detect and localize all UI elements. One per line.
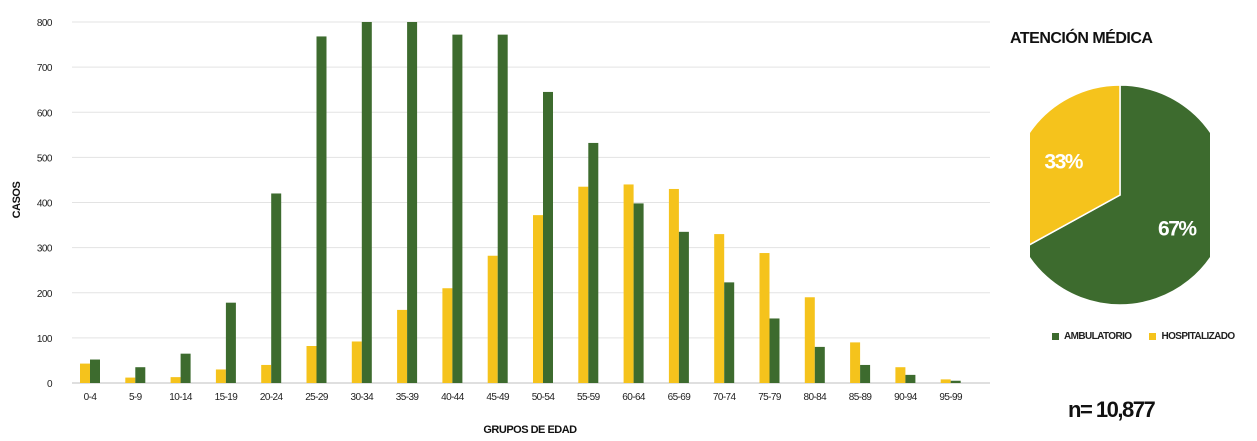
- sample-size-label: n= 10,877: [1068, 397, 1156, 422]
- bar-hospitalizado-90-94: [895, 367, 906, 383]
- bar-ambulatorio-50-54: [543, 91, 553, 383]
- bar-hospitalizado-60-64: [623, 184, 634, 383]
- bar-ambulatorio-40-44: [452, 34, 463, 383]
- bar-hospitalizado-5-9: [125, 377, 136, 383]
- bar-ambulatorio-85-89: [860, 364, 871, 383]
- bar-ambulatorio-70-74: [724, 282, 735, 383]
- bar-hospitalizado-70-74: [714, 234, 725, 383]
- y-tick-label: 200: [37, 289, 53, 300]
- legend-label-ambulatorio: AMBULATORIO: [1064, 331, 1132, 342]
- bar-ambulatorio-60-64: [633, 203, 644, 383]
- pie-chart: 67% 33%: [1030, 84, 1210, 306]
- bar-hospitalizado-45-49: [487, 255, 498, 383]
- x-tick-label: 60-64: [622, 392, 646, 403]
- pie-value-label-hospitalizado: 33%: [1044, 150, 1083, 173]
- x-tick-label: 50-54: [532, 392, 556, 403]
- legend-swatch-hospitalizado: [1149, 333, 1157, 340]
- bar-ambulatorio-90-94: [905, 374, 916, 383]
- bar-hospitalizado-40-44: [442, 288, 453, 383]
- bar-hospitalizado-35-39: [397, 309, 408, 383]
- bar-hospitalizado-85-89: [850, 342, 861, 383]
- x-tick-label: 75-79: [758, 392, 782, 403]
- x-tick-label: 80-84: [804, 392, 828, 403]
- bar-ambulatorio-35-39: [407, 22, 418, 383]
- x-tick-label: 0-4: [84, 392, 98, 403]
- bar-hospitalizado-20-24: [261, 364, 272, 383]
- bar-ambulatorio-30-34: [361, 22, 372, 383]
- bar-ambulatorio-95-99: [950, 380, 961, 383]
- y-tick-label: 300: [37, 244, 53, 255]
- y-tick-label: 400: [37, 199, 53, 210]
- legend-item-hospitalizado: HOSPITALIZADO: [1149, 331, 1235, 342]
- x-tick-label: 95-99: [939, 392, 963, 403]
- bar-ambulatorio-0-4: [90, 359, 100, 383]
- x-tick-label: 45-49: [486, 392, 510, 403]
- y-tick-label: 500: [37, 153, 53, 164]
- x-tick-label: 10-14: [169, 392, 193, 403]
- y-tick-label: 800: [37, 18, 53, 29]
- x-tick-label: 90-94: [894, 392, 918, 403]
- bar-ambulatorio-80-84: [814, 346, 825, 383]
- bar-hospitalizado-65-69: [668, 188, 679, 383]
- legend-label-hospitalizado: HOSPITALIZADO: [1161, 331, 1235, 342]
- bar-ambulatorio-10-14: [180, 353, 191, 383]
- bar-hospitalizado-50-54: [533, 215, 543, 383]
- x-tick-label: 55-59: [577, 392, 601, 403]
- legend-swatch-ambulatorio: [1052, 333, 1059, 340]
- y-tick-label: 100: [37, 334, 53, 345]
- bar-hospitalizado-0-4: [80, 363, 90, 383]
- bar-ambulatorio-20-24: [271, 193, 282, 383]
- x-tick-label: 40-44: [441, 392, 465, 403]
- x-tick-label: 70-74: [713, 392, 737, 403]
- grid-lines: [72, 21, 990, 384]
- bar-hospitalizado-25-29: [306, 345, 317, 383]
- x-tick-label: 20-24: [260, 392, 284, 403]
- x-tick-label: 15-19: [215, 392, 239, 403]
- y-tick-labels: 0 100 200 300 400 500 600 700 800: [37, 18, 54, 390]
- bar-ambulatorio-5-9: [135, 367, 146, 383]
- bar-ambulatorio-15-19: [225, 302, 236, 383]
- bars: [80, 22, 961, 383]
- pie-value-label-ambulatorio: 67%: [1158, 218, 1197, 241]
- bar-hospitalizado-10-14: [170, 377, 181, 383]
- bar-hospitalizado-15-19: [215, 369, 226, 383]
- pie-title: ATENCIÓN MÉDICA: [1010, 30, 1153, 47]
- x-tick-label: 30-34: [351, 392, 375, 403]
- x-tick-labels: 0-4 5-9 10-14 15-19 20-24 25-29 30-34 35-39 40-4…: [84, 392, 964, 403]
- bar-hospitalizado-30-34: [351, 341, 362, 383]
- pie-slice-hospitalizado: [1030, 84, 1121, 246]
- y-tick-label: 700: [37, 63, 53, 74]
- x-tick-label: 65-69: [668, 392, 692, 403]
- y-axis-label: CASOS: [11, 182, 23, 219]
- bar-ambulatorio-55-59: [588, 142, 599, 383]
- x-tick-label: 25-29: [305, 392, 329, 403]
- bar-chart: 0 100 200 300 400 500 600 700 800 0-4 5-9 10-14 15-…: [11, 18, 990, 436]
- bar-ambulatorio-65-69: [678, 231, 689, 383]
- bar-hospitalizado-55-59: [578, 186, 589, 383]
- x-axis-label: GRUPOS DE EDAD: [483, 424, 577, 436]
- bar-hospitalizado-95-99: [940, 379, 951, 383]
- bar-hospitalizado-80-84: [804, 297, 815, 383]
- x-tick-label: 85-89: [849, 392, 873, 403]
- bar-ambulatorio-45-49: [497, 34, 508, 383]
- x-tick-label: 35-39: [396, 392, 420, 403]
- bar-ambulatorio-75-79: [769, 318, 780, 383]
- bar-hospitalizado-75-79: [759, 253, 770, 383]
- legend-item-ambulatorio: AMBULATORIO: [1052, 331, 1132, 342]
- x-tick-label: 5-9: [129, 392, 143, 403]
- y-tick-label: 600: [37, 108, 53, 119]
- y-tick-label: 0: [47, 379, 53, 390]
- bar-ambulatorio-25-29: [316, 36, 327, 383]
- pie-legend: AMBULATORIO HOSPITALIZADO: [1052, 331, 1253, 342]
